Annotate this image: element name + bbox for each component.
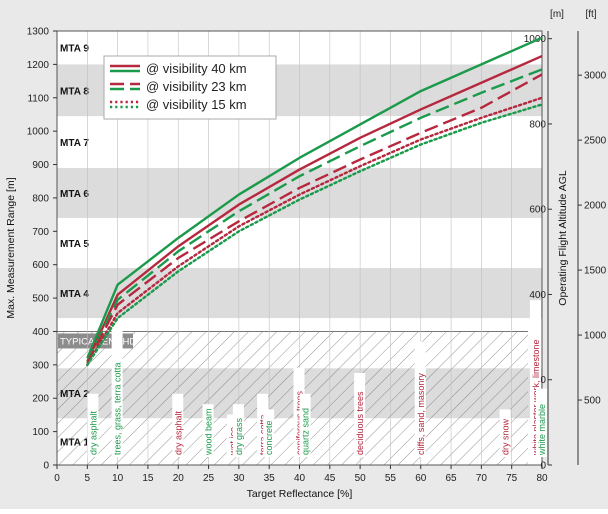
y-tick-label: 700 — [32, 227, 49, 238]
x-tick-label: 40 — [294, 473, 306, 484]
y-tick-label: 1100 — [27, 93, 49, 104]
x-tick-label: 20 — [173, 473, 185, 484]
annotation-label: coniferous trees — [295, 390, 305, 455]
annotation-chip — [536, 388, 547, 457]
x-tick-label: 0 — [54, 473, 60, 484]
y-tick-label: 200 — [32, 394, 49, 405]
annotation-chip — [293, 367, 305, 457]
y2-tick-label-ft: 3000 — [584, 71, 607, 82]
annotation-label: cliffs, sand, masonry — [416, 373, 426, 455]
x-tick-label: 50 — [355, 473, 367, 484]
y-tick-label: 400 — [32, 327, 49, 338]
y-tick-label: 1000 — [27, 127, 50, 138]
annotation-chip — [202, 404, 214, 457]
mta-zone-label: MTA 6 — [60, 189, 89, 200]
y2-tick-label-ft: 1500 — [584, 266, 607, 277]
y-tick-label: 600 — [32, 260, 49, 271]
series-line — [86, 96, 544, 367]
annotation-chip — [354, 373, 366, 457]
y2-unit-ft: [ft] — [585, 9, 596, 20]
annotation-chip — [87, 393, 99, 457]
annotation-label: white plaster work, limestone — [531, 339, 541, 456]
y-tick-label: 500 — [32, 294, 49, 305]
series-line — [86, 68, 543, 363]
annotation-label: trees, grass, terra cotta — [113, 362, 123, 455]
x-tick-label: 60 — [415, 473, 427, 484]
series-line — [86, 54, 543, 363]
x-tick-label: 70 — [476, 473, 488, 484]
annotation-chip — [111, 321, 123, 457]
series-line — [86, 73, 543, 364]
annotation-label: quartz sand — [301, 408, 311, 455]
y2-axis-label: Operating Flight Altitude AGL — [557, 170, 569, 306]
annotation-label: terra cotta — [258, 414, 268, 455]
annotation-chip — [263, 409, 275, 457]
legend-label: @ visibility 23 km — [146, 79, 247, 94]
annotation-label: dry asphalt — [173, 410, 183, 455]
annotation-chip — [172, 393, 184, 457]
x-tick-label: 75 — [506, 473, 518, 484]
annotation-chip — [414, 341, 426, 457]
y2-tick-label-ft: 2000 — [584, 201, 607, 212]
mta-zone-label: MTA 9 — [60, 44, 89, 55]
legend-label: @ visibility 40 km — [146, 61, 247, 76]
x-tick-label: 25 — [203, 473, 215, 484]
annotation-label: dry snow — [501, 418, 511, 455]
y-tick-label: 900 — [32, 160, 49, 171]
annotation-label: concrete — [264, 420, 274, 455]
legend: @ visibility 40 km @ visibility 23 km @ vi… — [103, 55, 277, 120]
annotation-chip — [226, 414, 238, 457]
annotation-chip — [529, 300, 541, 457]
y2-tick-label-m: 600 — [529, 205, 546, 216]
series-line — [86, 36, 543, 359]
y-tick-label: 800 — [32, 193, 49, 204]
x-tick-label: 10 — [112, 473, 124, 484]
x-tick-label: 15 — [142, 473, 154, 484]
y2-tick-label-m: 800 — [529, 119, 546, 130]
y-tick-label: 1300 — [27, 27, 50, 38]
annotation-chip — [232, 404, 244, 457]
y2-unit-m: [m] — [550, 9, 564, 20]
annotation-chip — [257, 393, 269, 457]
enohd-hatch-area — [57, 331, 528, 465]
mta-zone-label: MTA 4 — [60, 289, 89, 300]
y-tick-label: 1200 — [27, 60, 50, 71]
x-tick-label: 80 — [536, 473, 548, 484]
y2-tick-label-m: 0 — [540, 461, 546, 472]
annotation-label: dry asphalt — [88, 410, 98, 455]
x-tick-label: 55 — [385, 473, 397, 484]
x-tick-label: 30 — [233, 473, 245, 484]
legend-label: @ visibility 15 km — [146, 97, 247, 112]
mta-zone-label: MTA 5 — [60, 239, 89, 250]
annotation-label: wood beam — [204, 408, 214, 456]
mta-zone-label: MTA 8 — [60, 86, 89, 97]
x-tick-label: 35 — [264, 473, 276, 484]
y2-tick-label-m: 400 — [529, 290, 546, 301]
y2-tick-label-ft: 500 — [584, 396, 601, 407]
y2-tick-label-ft: 1000 — [584, 331, 607, 342]
annotation-chip — [299, 393, 311, 457]
y-tick-label: 300 — [32, 360, 49, 371]
x-tick-label: 5 — [85, 473, 91, 484]
y-tick-label: 100 — [32, 427, 49, 438]
annotation-label: wet ice — [228, 427, 238, 456]
annotation-label: white marble — [537, 404, 547, 456]
y2-tick-label-ft: 2500 — [584, 136, 607, 147]
x-tick-label: 45 — [324, 473, 336, 484]
x-axis-label: Target Reflectance [%] — [247, 488, 353, 500]
x-tick-label: 65 — [446, 473, 458, 484]
annotation-label: deciduous trees — [355, 391, 365, 455]
y-axis-label: Max. Measurement Range [m] — [5, 177, 17, 318]
annotation-chip — [499, 409, 511, 457]
y-tick-label: 0 — [43, 461, 49, 472]
series-line — [86, 103, 544, 367]
annotation-label: dry grass — [234, 417, 244, 455]
mta-zone-label: MTA 7 — [60, 138, 89, 149]
